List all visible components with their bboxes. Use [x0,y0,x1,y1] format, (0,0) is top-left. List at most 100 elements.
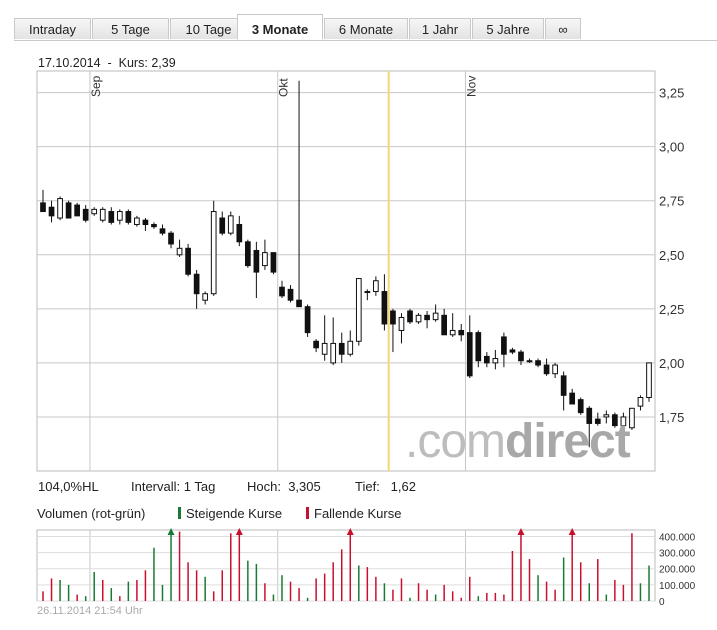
price-tick-label: 1,75 [659,410,684,425]
candle-body [492,358,499,364]
period-tabs: Intraday 5 Tage 10 Tage 3 Monate 6 Monate 1 J… [14,14,717,41]
candle-body [40,202,46,213]
candle-body [91,208,98,215]
hl-percent: 104,0%HL [38,479,99,494]
candle-body [364,291,371,294]
candle-body [449,329,456,336]
comdirect-logo: .comdirect [405,414,631,469]
price-plot-frame [36,70,656,472]
candle-body [116,211,123,221]
interval-value: 1 Tag [183,479,216,494]
hoch-label: Hoch: [247,479,281,494]
candle-body [253,249,260,273]
candle-body [142,219,149,226]
candle-body [407,310,413,323]
volume-overflow-arrow [235,528,243,535]
price-tick-label: 3,25 [659,86,684,101]
volume-tick-label: 400.000 [659,532,696,543]
candle-body [637,396,644,407]
legend-down: Fallende Kurse [306,506,401,521]
legend-up: Steigende Kurse [178,506,282,521]
candle-body [270,252,277,273]
month-label: Okt [277,78,291,97]
candle-body [108,211,115,223]
candle-body [381,291,388,325]
volume-overflow-arrow [167,528,175,535]
candle-body [629,407,635,429]
legend-up-swatch [178,507,181,519]
candle-body [518,351,524,362]
tab-0[interactable]: Intraday [14,18,91,39]
candle-body [185,247,191,275]
candle-body [262,252,268,267]
tief-label: Tief: [355,479,380,494]
candle-body [424,314,430,321]
candle-body [236,224,243,243]
volume-plot-frame [36,529,656,602]
candle-body [151,224,157,228]
candle-body [432,312,439,321]
tab-6[interactable]: 5 Jahre [472,18,544,39]
candle-body [279,286,285,297]
logo-bold: direct [505,415,631,468]
price-header: 17.10.2014 - Kurs: 2,39 [38,56,176,70]
tab-4[interactable]: 6 Monate [324,18,408,39]
kurs-label: Kurs: [118,56,148,70]
month-label: Sep [89,75,103,97]
candle-body [202,293,209,301]
candle-body [620,416,627,427]
volume-overflow-arrow [517,528,525,535]
candle-body [176,247,183,256]
candle-body [168,232,174,245]
hoch-stat: Hoch: 3,305 [247,479,321,494]
logo-light: .com [405,415,506,468]
tief-value: 1,62 [390,479,416,494]
candle-body [441,314,448,336]
month-label: Nov [464,76,478,97]
candle-body [355,278,362,342]
candle-body [193,273,200,295]
candle-body [509,349,516,353]
tab-1[interactable]: 5 Tage [92,18,169,39]
candle-body [48,206,55,217]
candle-body [466,332,473,377]
candle-body [74,204,80,217]
candle-body [586,407,593,424]
candle-body [543,364,550,375]
candle-body [338,342,345,355]
tab-3[interactable]: 3 Monate [237,14,323,40]
candle-body [535,360,541,366]
candle-body [287,288,294,301]
candle-body [99,208,106,221]
price-tick-label: 2,50 [659,248,684,263]
candle-body [210,211,217,295]
candle-body [219,217,226,234]
price-tick-label: 2,00 [659,356,684,371]
tab-7[interactable]: ∞ [545,18,581,39]
candle-body [159,228,166,234]
candle-body [560,375,567,396]
legend-down-label: Fallende Kurse [314,506,402,521]
volume-tick-label: 0 [659,597,665,608]
price-tick-label: 2,75 [659,194,684,209]
candle-body [373,280,379,293]
interval-label: Intervall: [131,479,181,494]
candle-body [552,364,558,375]
candle-body [304,306,311,334]
candle-body [347,340,354,355]
candle-body [501,336,507,355]
candle-body [321,342,328,355]
candle-body [125,211,132,223]
volume-tick-label: 300.000 [659,549,696,560]
candle-body [483,355,490,364]
candle-body [594,418,601,424]
volume-overflow-arrow [346,528,354,535]
candle-body [65,202,72,219]
candle-body [390,310,396,325]
candle-body [57,198,63,219]
candle-body [526,360,533,363]
candle-body [475,332,482,362]
candle-body [612,414,618,427]
tab-5[interactable]: 1 Jahr [409,18,471,39]
candle-body [577,399,584,414]
